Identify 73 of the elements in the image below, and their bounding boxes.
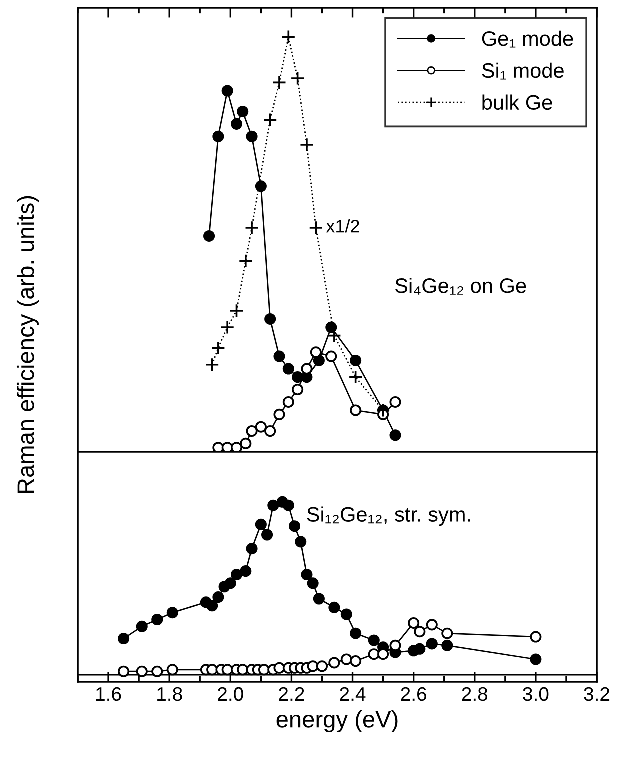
point bbox=[238, 254, 254, 268]
point bbox=[246, 543, 258, 555]
point bbox=[350, 628, 362, 640]
point bbox=[166, 607, 178, 619]
point bbox=[118, 633, 130, 645]
point bbox=[282, 30, 296, 44]
point bbox=[206, 600, 218, 612]
point bbox=[292, 372, 304, 384]
x-tick-label: 2.6 bbox=[401, 687, 426, 702]
point bbox=[205, 358, 220, 372]
point bbox=[300, 138, 314, 152]
point bbox=[282, 500, 294, 512]
point bbox=[350, 354, 362, 366]
point bbox=[390, 430, 402, 442]
point bbox=[263, 112, 278, 128]
point bbox=[264, 313, 276, 325]
point bbox=[290, 71, 305, 86]
point bbox=[224, 578, 236, 590]
point bbox=[414, 643, 426, 655]
x-tick-label: 3.2 bbox=[584, 687, 610, 702]
point bbox=[348, 370, 363, 384]
point bbox=[328, 602, 340, 614]
point bbox=[230, 304, 244, 318]
point bbox=[212, 591, 224, 604]
annotation: x1/2 bbox=[326, 220, 360, 233]
point bbox=[442, 640, 454, 652]
x-tick-label: 3.0 bbox=[523, 687, 549, 702]
point bbox=[530, 654, 542, 666]
point bbox=[152, 614, 164, 626]
point bbox=[255, 180, 267, 192]
y-axis-title: Raman efficiency (arb. units) bbox=[16, 196, 39, 494]
point bbox=[246, 130, 258, 142]
point bbox=[282, 363, 294, 375]
point bbox=[307, 578, 319, 590]
point bbox=[268, 500, 280, 512]
x-tick-label: 1.8 bbox=[158, 687, 182, 702]
point bbox=[295, 536, 307, 548]
point bbox=[240, 566, 252, 578]
point bbox=[426, 638, 438, 650]
x-tick-label: 2.2 bbox=[279, 687, 304, 701]
point bbox=[222, 85, 234, 97]
point bbox=[368, 634, 380, 646]
point bbox=[220, 320, 235, 335]
point bbox=[230, 569, 243, 581]
point bbox=[211, 341, 226, 356]
point bbox=[326, 322, 338, 334]
point bbox=[255, 518, 267, 530]
x-tick-label: 2.8 bbox=[462, 687, 488, 702]
point bbox=[262, 529, 274, 541]
point bbox=[212, 130, 224, 142]
point bbox=[313, 354, 325, 366]
point bbox=[272, 76, 287, 90]
point bbox=[230, 118, 243, 130]
x-tick-label: 2.0 bbox=[218, 687, 244, 702]
point bbox=[288, 520, 301, 532]
annotation: Si₁₂Ge₁₂, str. sym. bbox=[307, 506, 470, 526]
point bbox=[274, 350, 286, 362]
point bbox=[237, 106, 249, 118]
annotation: Si₄Ge₁₂ on Ge bbox=[396, 278, 526, 295]
point bbox=[204, 230, 216, 242]
point bbox=[340, 608, 352, 620]
legend-label: Si₁ mode bbox=[482, 62, 564, 80]
point bbox=[313, 593, 325, 605]
x-axis-title: energy (eV) bbox=[276, 710, 398, 733]
point bbox=[244, 220, 260, 236]
point bbox=[308, 220, 324, 236]
point bbox=[136, 620, 148, 632]
point bbox=[301, 569, 313, 581]
legend-label: bulk Ge bbox=[482, 94, 552, 110]
legend-label: Ge₁ mode bbox=[482, 30, 574, 48]
x-tick-label: 1.6 bbox=[96, 687, 122, 702]
point bbox=[301, 372, 313, 384]
x-tick-label: 2.4 bbox=[340, 687, 366, 701]
